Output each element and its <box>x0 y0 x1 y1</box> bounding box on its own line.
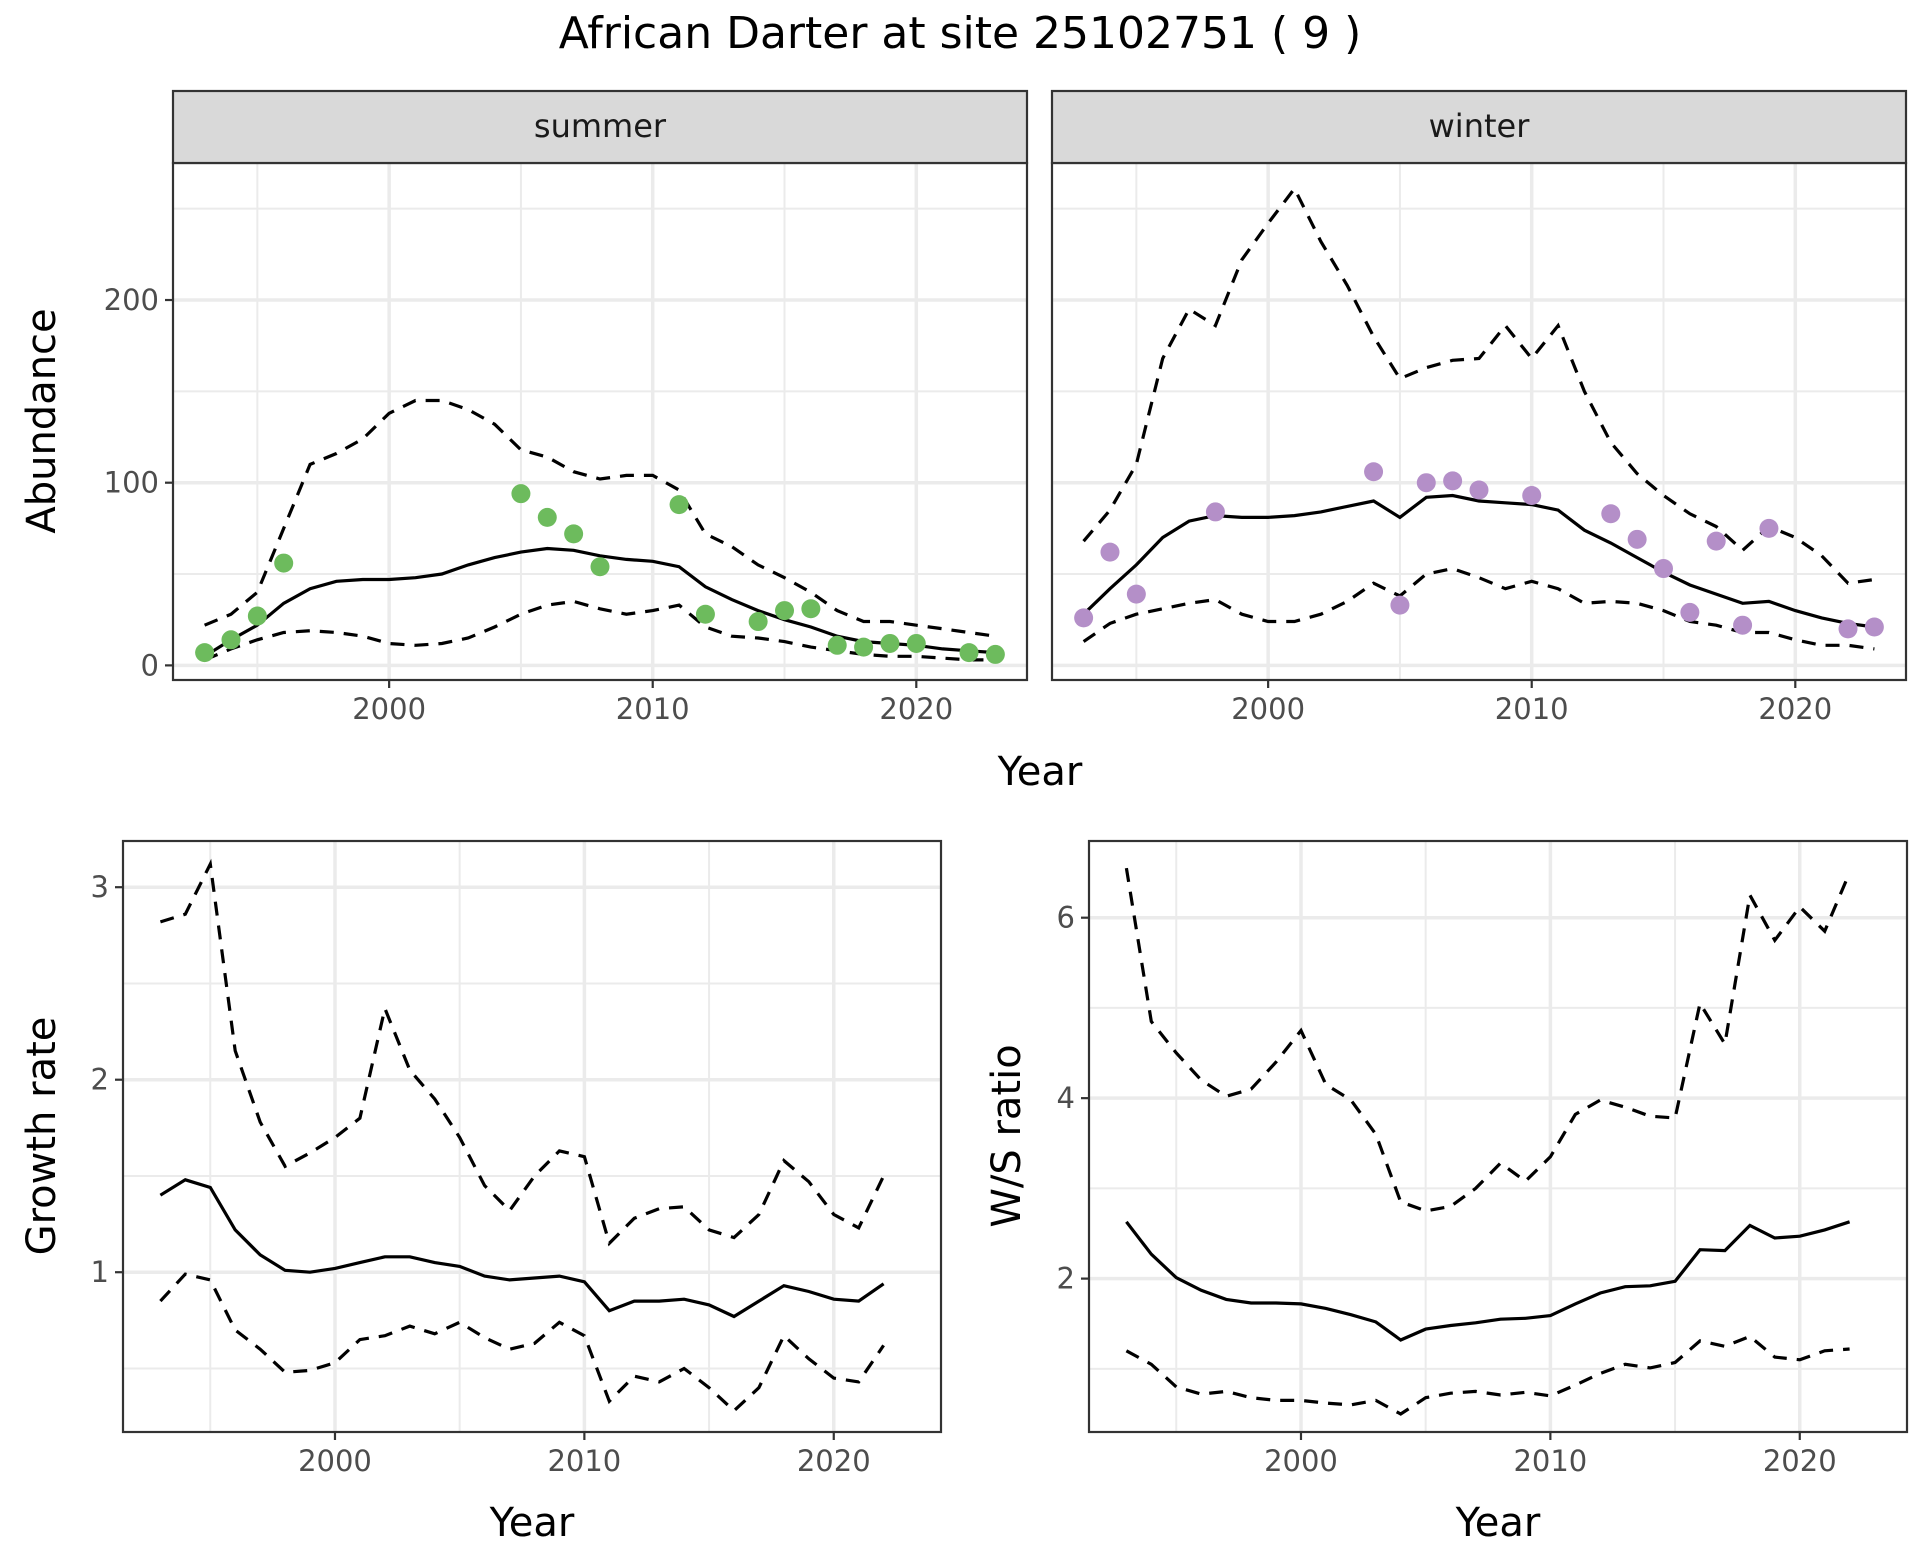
x-tick-label: 2010 <box>616 692 690 726</box>
data-point <box>590 557 610 577</box>
data-point <box>1759 518 1779 538</box>
x-tick-label: 2010 <box>1495 692 1569 726</box>
x-tick-label: 2020 <box>1763 1444 1837 1478</box>
y-tick-label: 100 <box>104 466 159 500</box>
x-axis-title: Year <box>1455 1500 1541 1546</box>
data-point <box>906 633 926 653</box>
data-point <box>669 495 689 515</box>
y-tick-label: 4 <box>1057 1081 1075 1115</box>
upper-bound-line <box>1082 185 1875 585</box>
x-tick-label: 2010 <box>1513 1444 1587 1478</box>
facet-strip <box>1050 89 1908 165</box>
y-tick-label: 200 <box>104 283 159 317</box>
y-axis-title: W/S ratio <box>984 1044 1030 1227</box>
upper-bound-line <box>159 858 886 1247</box>
data-point <box>274 553 294 573</box>
x-tick-label: 2010 <box>547 1444 621 1478</box>
data-point <box>801 599 821 619</box>
x-tick-label: 2000 <box>1231 692 1305 726</box>
data-point <box>695 604 715 624</box>
abundance-winter-panel: 2000 2010 2020 winter <box>1050 89 1908 726</box>
y-tick-label: 6 <box>1057 901 1075 935</box>
facet-strip <box>171 89 1029 165</box>
data-point <box>1416 473 1436 493</box>
data-point <box>1469 480 1489 500</box>
data-point <box>1601 504 1621 524</box>
data-point <box>985 644 1005 664</box>
x-tick-label: 2000 <box>352 692 426 726</box>
growth-rate-panel: 2000 2010 2020 1 2 3 <box>91 839 943 1478</box>
y-tick-label: 2 <box>1057 1262 1075 1296</box>
x-tick-label: 2020 <box>879 692 953 726</box>
abundance-summer-panel: 2000 2010 2020 0 100 200 summer <box>104 89 1029 726</box>
panel-background <box>1089 841 1907 1432</box>
data-point <box>1205 502 1225 522</box>
panel-background <box>1052 163 1906 680</box>
x-axis-title: Year <box>997 749 1083 795</box>
data-point <box>1654 559 1674 579</box>
upper-bound-line <box>203 398 996 638</box>
facet-strip-label: winter <box>1429 107 1531 145</box>
data-point <box>1443 471 1463 491</box>
x-tick-label: 2000 <box>298 1444 372 1478</box>
x-tick-label: 2000 <box>1264 1444 1338 1478</box>
x-axis-title: Year <box>489 1500 575 1546</box>
median-line <box>1125 1220 1851 1342</box>
y-tick-label: 3 <box>91 870 109 904</box>
data-point <box>511 484 531 504</box>
data-point <box>1733 615 1753 635</box>
ws-ratio-panel: 2000 2010 2020 2 4 6 <box>1057 839 1909 1478</box>
data-point <box>1706 531 1726 551</box>
data-point <box>1838 619 1858 639</box>
data-point <box>1627 529 1647 549</box>
chart-title: African Darter at site 25102751 ( 9 ) <box>558 8 1362 59</box>
data-point <box>1126 584 1146 604</box>
y-axis-title: Abundance <box>19 308 65 533</box>
lower-bound-line <box>159 1272 885 1413</box>
data-point <box>564 524 584 544</box>
panel-background <box>123 841 941 1432</box>
data-point <box>1074 608 1094 628</box>
median-line <box>159 1178 885 1319</box>
y-tick-label: 2 <box>91 1063 109 1097</box>
data-point <box>959 643 979 663</box>
data-point <box>748 612 768 632</box>
y-tick-label: 0 <box>141 648 159 682</box>
data-point <box>1390 595 1410 615</box>
panel-border <box>1087 839 1909 1434</box>
data-point <box>195 643 215 663</box>
data-point <box>1680 602 1700 622</box>
y-tick-label: 1 <box>91 1255 109 1289</box>
data-point <box>854 637 874 657</box>
data-point <box>1364 462 1384 482</box>
data-point <box>880 633 900 653</box>
data-point <box>537 507 557 527</box>
panel-background <box>173 163 1027 680</box>
data-point <box>1100 542 1120 562</box>
data-point <box>1522 485 1542 505</box>
y-axis-title: Growth rate <box>19 1017 65 1256</box>
facet-strip-label: summer <box>534 107 667 145</box>
data-point <box>827 635 847 655</box>
panel-border <box>121 839 943 1434</box>
lower-bound-line <box>1125 1334 1850 1416</box>
data-point <box>775 601 795 621</box>
data-point <box>1864 617 1884 637</box>
x-tick-label: 2020 <box>797 1444 871 1478</box>
data-point <box>221 630 241 650</box>
data-point <box>247 606 267 626</box>
x-tick-label: 2020 <box>1758 692 1832 726</box>
